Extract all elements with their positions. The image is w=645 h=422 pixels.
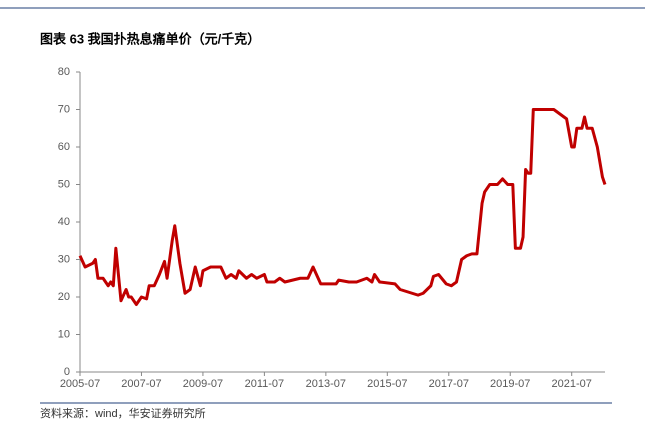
- x-tick-label: 2021-07: [552, 378, 592, 390]
- x-tick-label: 2015-07: [367, 378, 407, 390]
- data-line: [78, 108, 607, 306]
- x-tick-label: 2019-07: [490, 378, 530, 390]
- chart-title: 图表 63 我国扑热息痛单价（元/千克）: [40, 31, 260, 46]
- x-tick-label: 2009-07: [183, 378, 223, 390]
- y-tick-label: 50: [58, 178, 70, 190]
- y-tick-label: 30: [58, 253, 70, 265]
- y-tick-label: 80: [58, 66, 70, 78]
- x-tick-label: 2017-07: [429, 378, 469, 390]
- y-tick-label: 0: [64, 366, 70, 378]
- y-tick-label: 70: [58, 103, 70, 115]
- y-tick-label: 60: [58, 141, 70, 153]
- y-tick-label: 10: [58, 328, 70, 340]
- x-tick-label: 2005-07: [60, 378, 100, 390]
- y-tick-label: 20: [58, 291, 70, 303]
- x-tick-label: 2007-07: [121, 378, 161, 390]
- x-tick-label: 2013-07: [306, 378, 346, 390]
- x-tick-label: 2011-07: [245, 378, 285, 390]
- y-tick-label: 40: [58, 216, 70, 228]
- source-note: 资料来源：wind，华安证券研究所: [40, 406, 206, 420]
